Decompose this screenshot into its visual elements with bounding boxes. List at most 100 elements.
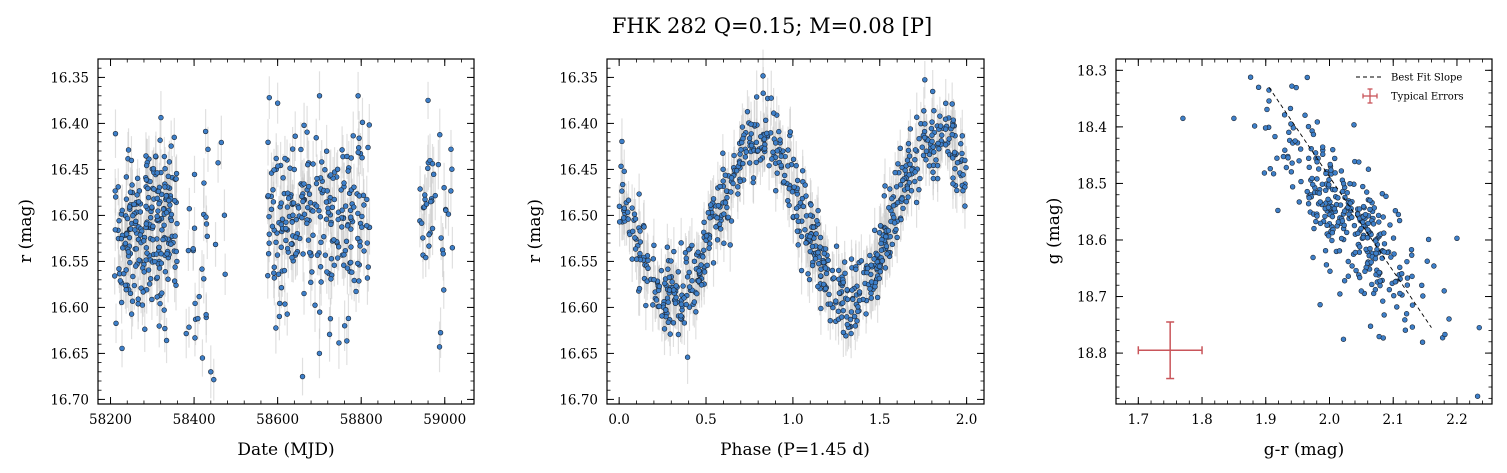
data-point [448, 188, 454, 194]
data-point [781, 172, 788, 179]
data-point [686, 284, 693, 290]
data-point [336, 340, 342, 346]
data-point [803, 193, 809, 199]
data-point [185, 247, 192, 254]
data-point [1338, 168, 1345, 174]
data-point [820, 259, 827, 266]
data-point [921, 108, 927, 114]
data-point [279, 216, 286, 222]
data-point [858, 258, 865, 264]
data-point [1274, 155, 1280, 161]
data-point [418, 220, 425, 226]
data-point [827, 317, 833, 324]
data-point [930, 175, 937, 182]
data-point [714, 215, 720, 221]
data-point [840, 300, 846, 306]
data-point [1362, 268, 1368, 275]
y-tick-label: 16.35 [559, 70, 598, 86]
data-point [794, 213, 800, 219]
data-point [1376, 269, 1382, 276]
data-point [132, 227, 138, 233]
data-point [681, 320, 688, 326]
data-point [174, 258, 180, 265]
data-point [1323, 187, 1329, 194]
data-point [127, 189, 134, 195]
y-tick-label: 16.40 [559, 116, 598, 132]
data-point [907, 161, 913, 168]
data-point [323, 199, 330, 205]
data-point [1330, 146, 1336, 153]
data-point [772, 140, 779, 146]
data-point [681, 295, 687, 301]
data-point [809, 243, 816, 250]
data-point [698, 262, 704, 268]
data-point [171, 134, 177, 141]
data-point [144, 250, 150, 256]
data-point [877, 223, 884, 229]
data-point [273, 155, 279, 162]
data-point [281, 267, 288, 274]
data-point [143, 257, 149, 263]
data-point [221, 212, 228, 218]
data-point [201, 180, 207, 186]
data-point [203, 221, 210, 227]
data-point [1251, 123, 1258, 129]
data-point [1282, 147, 1288, 153]
data-point [815, 283, 821, 290]
data-point [939, 132, 945, 138]
data-point [1322, 248, 1329, 254]
data-point [126, 204, 133, 210]
data-point [822, 246, 829, 252]
data-point [753, 139, 760, 146]
data-point [696, 268, 702, 274]
data-point [720, 178, 726, 184]
data-point [785, 198, 791, 204]
data-point [665, 266, 671, 272]
data-point [268, 206, 275, 213]
data-point [753, 159, 759, 166]
data-point [1296, 199, 1302, 205]
data-point [345, 315, 352, 322]
data-point [364, 240, 370, 246]
data-point [637, 250, 643, 257]
data-point [152, 153, 159, 159]
data-point [283, 219, 289, 225]
data-point [786, 202, 792, 209]
data-point [328, 276, 334, 282]
y-tick-label: 18.8 [1077, 346, 1107, 362]
data-point [852, 323, 859, 329]
data-point [794, 228, 801, 234]
data-point [689, 242, 695, 249]
data-point [798, 233, 805, 240]
data-point [724, 204, 730, 211]
data-point [946, 136, 952, 142]
data-point [1283, 164, 1290, 171]
data-point [942, 116, 949, 122]
data-point [199, 355, 206, 361]
data-point [671, 287, 677, 293]
data-point [1365, 227, 1371, 233]
data-point [123, 231, 130, 237]
data-point [166, 197, 172, 204]
data-point [1344, 229, 1350, 236]
y-tick-label: 18.5 [1077, 176, 1107, 192]
data-point [122, 240, 129, 247]
data-point [825, 257, 831, 264]
data-point [317, 214, 324, 220]
phase-axes-frame [606, 58, 985, 405]
legend-error-swatch [1362, 88, 1378, 104]
data-point [645, 257, 651, 264]
data-point [672, 300, 679, 306]
data-point [774, 148, 780, 154]
data-point [920, 152, 927, 159]
data-point [1373, 250, 1379, 257]
data-point [137, 209, 144, 215]
data-point [1313, 218, 1319, 225]
data-point [314, 203, 320, 209]
data-point [1377, 282, 1383, 289]
x-tick-label: 58200 [89, 412, 132, 428]
data-point [1319, 144, 1326, 150]
data-point [129, 182, 135, 188]
data-point [318, 279, 324, 285]
data-point [691, 299, 698, 305]
